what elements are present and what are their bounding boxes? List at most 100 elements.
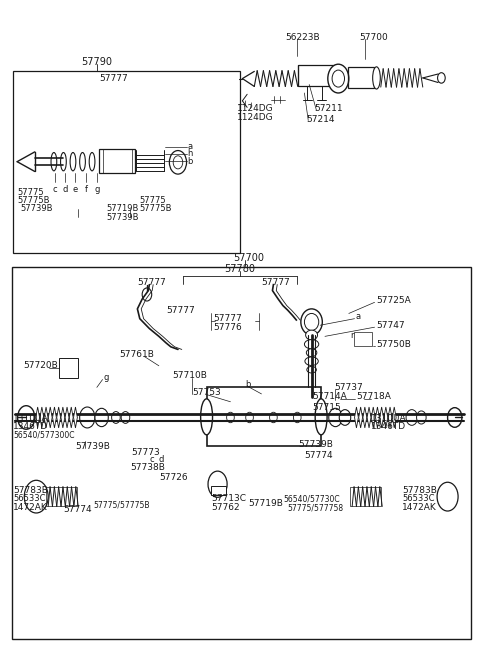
Text: f: f bbox=[85, 185, 88, 194]
Polygon shape bbox=[363, 407, 367, 428]
Circle shape bbox=[173, 156, 183, 169]
Text: 57775/57775B: 57775/57775B bbox=[94, 501, 150, 510]
Text: 57777: 57777 bbox=[137, 278, 166, 287]
Text: 57718A: 57718A bbox=[356, 392, 391, 401]
Text: 57739B: 57739B bbox=[299, 440, 334, 449]
Text: 57720B: 57720B bbox=[23, 361, 58, 371]
Text: 1472AK: 1472AK bbox=[13, 503, 48, 512]
Text: 57710B: 57710B bbox=[172, 371, 207, 380]
Text: 57739B: 57739B bbox=[75, 442, 110, 451]
Text: 57719B: 57719B bbox=[107, 204, 139, 214]
Ellipse shape bbox=[307, 367, 316, 373]
Circle shape bbox=[329, 408, 342, 426]
Bar bbox=[298, 65, 336, 87]
Ellipse shape bbox=[89, 152, 95, 171]
Text: 57777: 57777 bbox=[214, 314, 242, 323]
Text: 57715: 57715 bbox=[312, 403, 341, 411]
Text: 57762: 57762 bbox=[211, 503, 240, 512]
Text: b: b bbox=[246, 380, 251, 388]
Polygon shape bbox=[372, 407, 375, 428]
Ellipse shape bbox=[306, 349, 317, 357]
Circle shape bbox=[227, 412, 234, 422]
Text: 57783B: 57783B bbox=[402, 486, 437, 495]
Text: 57714A: 57714A bbox=[312, 392, 348, 401]
Bar bbox=[350, 487, 381, 507]
Ellipse shape bbox=[60, 152, 66, 171]
Text: 57775: 57775 bbox=[140, 196, 167, 205]
Circle shape bbox=[270, 412, 277, 422]
Text: 57774: 57774 bbox=[304, 451, 333, 460]
Text: 57775B: 57775B bbox=[17, 196, 49, 205]
Text: 1472AK: 1472AK bbox=[402, 503, 437, 512]
Polygon shape bbox=[375, 407, 379, 428]
Circle shape bbox=[142, 288, 152, 301]
Text: 57776: 57776 bbox=[214, 323, 242, 332]
Text: 56533C: 56533C bbox=[402, 494, 435, 503]
Text: 57726: 57726 bbox=[159, 473, 188, 482]
Ellipse shape bbox=[315, 399, 327, 435]
Text: 57761B: 57761B bbox=[120, 350, 155, 359]
Text: 57739B: 57739B bbox=[107, 213, 139, 222]
Ellipse shape bbox=[80, 152, 85, 171]
Text: 57790: 57790 bbox=[81, 57, 112, 66]
Polygon shape bbox=[57, 407, 60, 428]
Polygon shape bbox=[65, 407, 69, 428]
Bar bbox=[13, 72, 240, 253]
Text: 56540/57730C: 56540/57730C bbox=[283, 494, 339, 503]
Text: 57738B: 57738B bbox=[130, 463, 165, 472]
Text: c: c bbox=[149, 455, 154, 464]
Polygon shape bbox=[61, 407, 65, 428]
Text: 57737: 57737 bbox=[334, 383, 363, 392]
Polygon shape bbox=[73, 407, 77, 428]
Text: 57700: 57700 bbox=[360, 33, 388, 42]
Ellipse shape bbox=[301, 309, 323, 335]
Text: 57777: 57777 bbox=[262, 278, 290, 287]
Text: 57783B: 57783B bbox=[13, 486, 48, 495]
Text: 57775: 57775 bbox=[17, 188, 44, 197]
Text: 56540/577300C: 56540/577300C bbox=[13, 430, 75, 440]
Ellipse shape bbox=[372, 67, 380, 89]
Bar bbox=[211, 486, 226, 495]
Text: a: a bbox=[356, 312, 360, 321]
Text: 1310UA: 1310UA bbox=[371, 414, 407, 422]
Ellipse shape bbox=[304, 340, 319, 349]
Circle shape bbox=[437, 482, 458, 511]
Text: 57773: 57773 bbox=[131, 448, 160, 457]
Circle shape bbox=[80, 407, 95, 428]
Text: 1124DG: 1124DG bbox=[237, 104, 273, 113]
Text: e: e bbox=[73, 185, 78, 194]
Text: 57719B: 57719B bbox=[249, 499, 284, 508]
Text: 57747: 57747 bbox=[376, 321, 405, 330]
Ellipse shape bbox=[305, 357, 318, 365]
Text: b: b bbox=[188, 156, 193, 166]
Circle shape bbox=[169, 150, 187, 174]
Text: 57750B: 57750B bbox=[376, 340, 411, 349]
Text: 57775B: 57775B bbox=[140, 204, 172, 214]
Text: 57211: 57211 bbox=[314, 104, 343, 113]
Bar bbox=[348, 68, 374, 89]
Circle shape bbox=[18, 406, 35, 429]
Bar bbox=[103, 148, 132, 173]
Polygon shape bbox=[40, 407, 44, 428]
Text: c: c bbox=[52, 185, 57, 194]
Circle shape bbox=[406, 409, 418, 425]
Text: 57777: 57777 bbox=[166, 306, 195, 315]
Polygon shape bbox=[392, 407, 396, 428]
Bar bbox=[99, 148, 135, 173]
Text: r: r bbox=[351, 330, 354, 340]
Text: 1124DG: 1124DG bbox=[237, 114, 273, 122]
Circle shape bbox=[208, 471, 227, 497]
Polygon shape bbox=[388, 407, 392, 428]
Circle shape bbox=[121, 411, 130, 423]
Polygon shape bbox=[36, 407, 39, 428]
Text: a: a bbox=[188, 142, 192, 151]
Ellipse shape bbox=[306, 330, 318, 340]
Polygon shape bbox=[69, 407, 73, 428]
Text: 1346TD: 1346TD bbox=[13, 422, 48, 431]
Circle shape bbox=[24, 480, 48, 513]
Text: 57739B: 57739B bbox=[21, 204, 53, 214]
Text: g: g bbox=[103, 373, 108, 382]
Text: 57713C: 57713C bbox=[211, 494, 246, 503]
Text: d: d bbox=[62, 185, 68, 194]
Circle shape bbox=[447, 407, 462, 427]
